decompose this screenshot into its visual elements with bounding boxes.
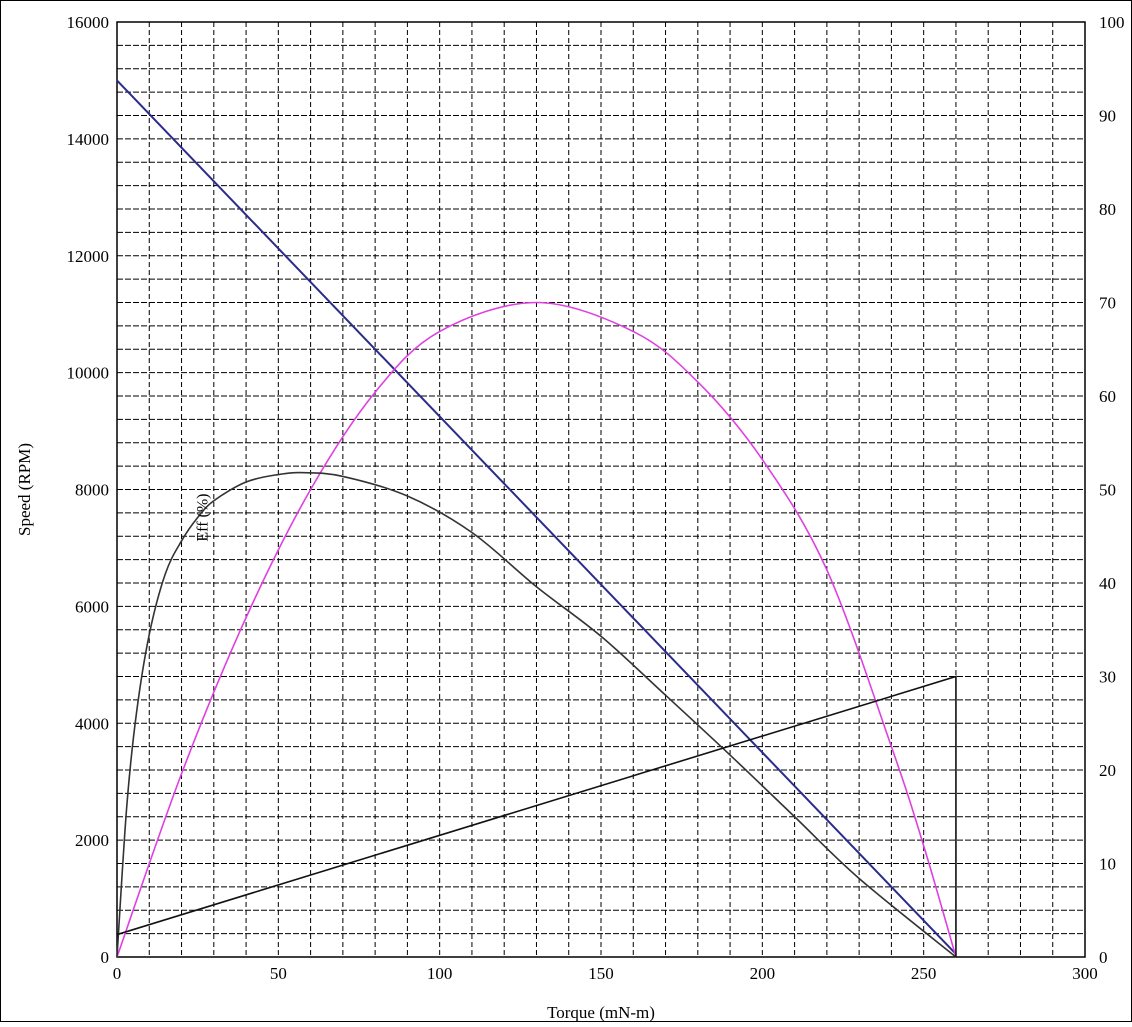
y-left-tick-label: 4000	[75, 714, 109, 733]
x-tick-label: 250	[911, 964, 937, 983]
y-right-tick-label: 40	[1099, 574, 1116, 593]
efficiency-annotation: Eff (%)	[194, 493, 211, 541]
output-power-curve	[116, 301, 957, 958]
x-tick-label: 0	[113, 964, 122, 983]
y-left-tick-label: 14000	[67, 130, 110, 149]
x-tick-label: 300	[1072, 964, 1098, 983]
y-right-tick-label: 50	[1099, 481, 1116, 500]
y-left-tick-label: 0	[101, 948, 110, 967]
y-right-tick-label: 90	[1099, 107, 1116, 126]
grid	[117, 22, 1085, 957]
y-right-tick-label: 20	[1099, 761, 1116, 780]
x-tick-label: 150	[588, 964, 614, 983]
y-right-tick-label: 10	[1099, 855, 1116, 874]
y-left-tick-label: 2000	[75, 831, 109, 850]
y-right-tick-label: 60	[1099, 387, 1116, 406]
tick-labels: 0 50 100 150 200 250 3000200040006000800010000…	[67, 13, 1125, 983]
series-layer	[116, 79, 957, 958]
y-right-tick-label: 70	[1099, 294, 1116, 313]
x-tick-label: 200	[750, 964, 776, 983]
y-left-tick-label: 10000	[67, 364, 110, 383]
y-right-tick-label: 0	[1099, 948, 1108, 967]
x-axis-label: Torque (mN-m)	[547, 1003, 655, 1022]
y-axis-label: Speed (RPM)	[15, 443, 34, 536]
y-left-tick-label: 6000	[75, 597, 109, 616]
speed-line	[116, 79, 957, 955]
x-tick-label: 100	[427, 964, 453, 983]
x-tick-label: 50	[270, 964, 287, 983]
y-right-tick-label: 80	[1099, 200, 1116, 219]
y-left-tick-label: 16000	[67, 13, 110, 32]
efficiency-curve	[116, 471, 957, 958]
y-left-tick-label: 12000	[67, 247, 110, 266]
y-right-tick-label: 100	[1099, 13, 1125, 32]
current-line	[116, 675, 957, 957]
plot-frame	[116, 21, 1086, 958]
y-right-tick-label: 30	[1099, 668, 1116, 687]
y-left-tick-label: 8000	[75, 481, 109, 500]
